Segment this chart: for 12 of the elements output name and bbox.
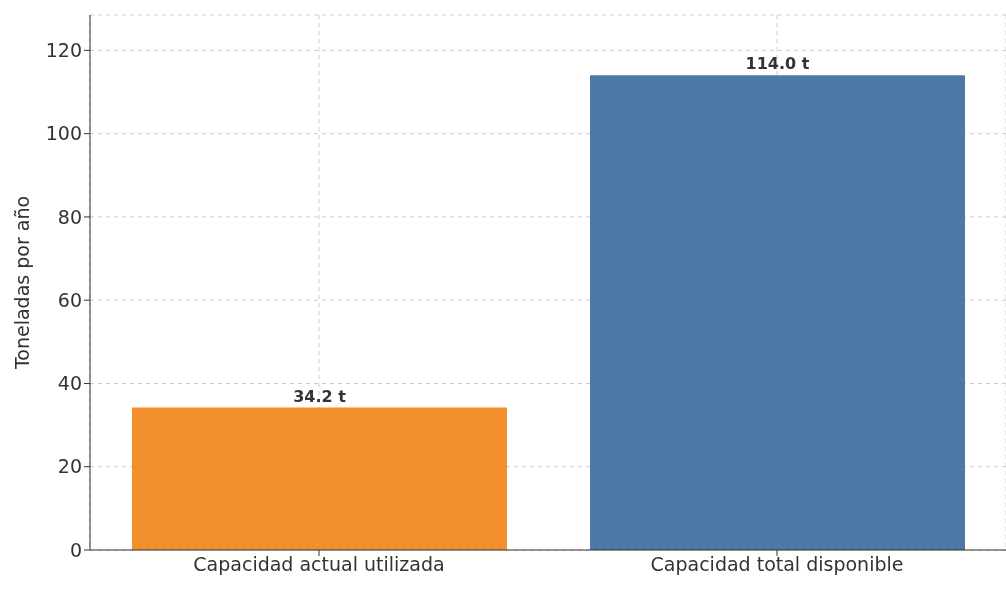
y-tick-label: 40 [57,372,82,395]
y-tick-label: 120 [45,39,82,62]
x-tick-label: Capacidad actual utilizada [193,553,445,576]
y-tick-label: 80 [57,205,82,228]
y-axis-title: Toneladas por año [10,195,33,371]
data-label: 114.0 t [745,54,810,74]
y-tick-label: 60 [57,288,82,311]
data-label: 34.2 t [293,386,347,406]
y-tick-label: 20 [57,455,82,478]
y-tick-label: 0 [69,538,82,561]
x-tick-label: Capacidad total disponible [650,553,904,576]
y-tick-label: 100 [45,122,82,145]
